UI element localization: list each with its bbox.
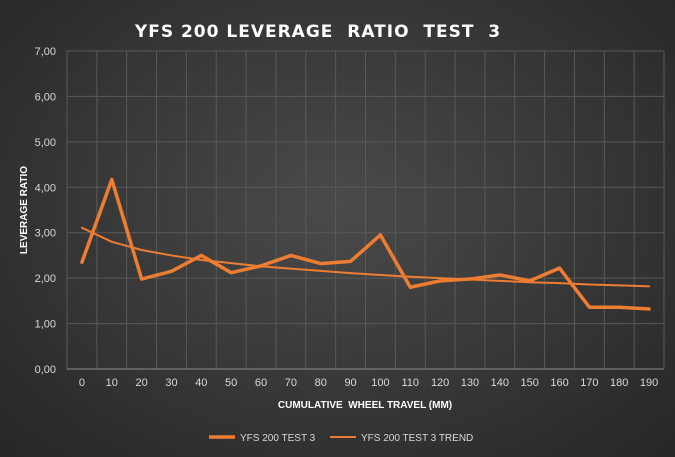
legend-label: YFS 200 TEST 3	[240, 433, 316, 444]
series-line-test-3	[80, 177, 651, 311]
x-axis-label: CUMULATIVE WHEEL TRAVEL (MM)	[278, 400, 452, 411]
x-tick-label: 190	[640, 377, 658, 389]
x-tick-label: 10	[106, 377, 118, 389]
y-tick-label: 2,00	[35, 273, 56, 285]
series-line-trend	[80, 226, 651, 288]
y-axis-label: LEVERAGE RATIO	[19, 166, 30, 254]
x-tick-label: 140	[491, 377, 509, 389]
legend: YFS 200 TEST 3 YFS 200 TEST 3 TREND	[209, 433, 473, 444]
y-tick-label: 6,00	[35, 91, 56, 103]
y-tick-label: 5,00	[35, 137, 56, 149]
y-tick-label: 4,00	[35, 182, 56, 194]
x-tick-label: 40	[195, 377, 207, 389]
x-tick-label: 0	[79, 377, 85, 389]
x-tick-label: 130	[461, 377, 479, 389]
x-tick-label: 90	[344, 377, 356, 389]
axes: 0,00 1,00 2,00 3,00 4,00 5,00 6,00 7,00 0 10 20 30 4…	[35, 46, 664, 389]
legend-label: YFS 200 TEST 3 TREND	[361, 433, 473, 444]
x-tick-label: 70	[285, 377, 297, 389]
x-tick-label: 50	[225, 377, 237, 389]
x-tick-label: 170	[580, 377, 598, 389]
y-tick-label: 3,00	[35, 228, 56, 240]
x-tick-label: 120	[431, 377, 449, 389]
x-tick-label: 100	[371, 377, 389, 389]
x-tick-label: 110	[402, 377, 420, 389]
x-tick-label: 30	[165, 377, 177, 389]
x-tick-label: 60	[255, 377, 267, 389]
x-tick-label: 160	[550, 377, 568, 389]
x-tick-label: 80	[315, 377, 327, 389]
x-tick-label: 180	[610, 377, 628, 389]
y-tick-label: 0,00	[35, 364, 56, 376]
series-lines	[80, 177, 651, 311]
chart-title: YFS 200 LEVERAGE RATIO TEST 3	[134, 22, 501, 42]
x-tick-label: 150	[520, 377, 538, 389]
gridlines	[66, 50, 665, 370]
y-tick-label: 7,00	[35, 46, 56, 58]
y-tick-label: 1,00	[35, 319, 56, 331]
x-tick-label: 20	[136, 377, 148, 389]
